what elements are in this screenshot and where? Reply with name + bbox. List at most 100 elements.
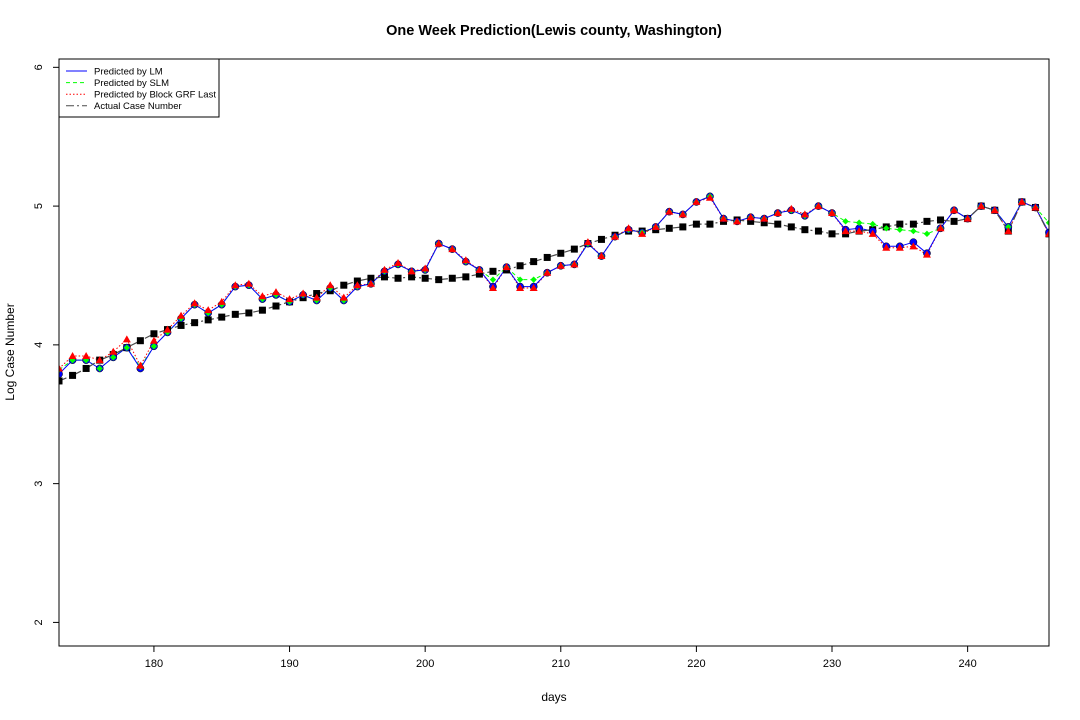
grf-point <box>434 239 443 247</box>
actual-point <box>313 290 321 298</box>
actual-point <box>557 249 565 257</box>
y-axis-label: Log Case Number <box>3 303 17 400</box>
slm-point <box>123 344 131 351</box>
actual-point <box>272 302 280 310</box>
grf-point <box>461 256 470 264</box>
grf-point <box>244 279 253 287</box>
slm-point <box>110 354 117 361</box>
grf-point <box>516 283 525 291</box>
grf-point <box>109 347 118 355</box>
y-axis: 2 3 4 5 6 <box>33 64 59 625</box>
slm-point <box>1005 223 1012 231</box>
grf-point <box>95 356 104 364</box>
actual-point <box>177 321 185 329</box>
y-tick-label: 5 <box>33 203 45 209</box>
grf-point <box>651 222 660 230</box>
grf-point <box>177 311 186 319</box>
grf-point <box>122 335 131 343</box>
grf-point <box>787 204 796 212</box>
y-tick-label: 3 <box>33 481 45 487</box>
grf-point <box>746 213 755 221</box>
actual-point <box>231 310 239 318</box>
grf-point <box>963 214 972 222</box>
actual-point <box>380 273 388 281</box>
grf-point <box>597 252 606 260</box>
legend-label-slm: Predicted by SLM <box>94 78 169 89</box>
grf-point <box>638 229 647 237</box>
grf-point <box>868 229 877 237</box>
grf-point <box>828 209 837 217</box>
actual-point <box>191 319 199 327</box>
grf-point <box>692 197 701 205</box>
slm-point <box>855 219 863 226</box>
x-tick-label: 220 <box>687 658 705 670</box>
x-tick-label: 230 <box>823 658 841 670</box>
actual-point <box>435 276 443 284</box>
x-axis: 180 190 200 210 220 230 240 <box>145 646 977 670</box>
grf-point <box>59 364 63 372</box>
slm-point <box>530 276 537 283</box>
grf-point <box>1045 229 1049 237</box>
actual-point <box>679 223 687 231</box>
actual-point <box>340 281 348 289</box>
slm-point <box>896 226 904 233</box>
grf-point <box>773 209 782 217</box>
x-tick-label: 210 <box>552 658 570 670</box>
grf-point <box>950 206 959 214</box>
actual-point <box>774 220 782 228</box>
grf-point <box>258 292 267 300</box>
grf-point <box>882 243 891 251</box>
y-tick-label: 6 <box>33 64 45 70</box>
grf-point <box>583 238 592 246</box>
slm-point <box>883 225 890 232</box>
slm-point <box>1045 219 1049 226</box>
actual-point <box>530 258 538 266</box>
actual-point <box>59 377 63 385</box>
actual-point <box>747 217 755 225</box>
grf-point <box>366 279 375 287</box>
grf-point <box>136 361 145 369</box>
legend-label-lm: Predicted by LM <box>94 66 163 77</box>
grf-point <box>855 227 864 235</box>
actual-point <box>814 227 822 235</box>
actual-point <box>570 245 578 253</box>
x-tick-label: 240 <box>958 658 976 670</box>
actual-point <box>353 277 361 285</box>
grf-point <box>312 293 321 301</box>
grf-point <box>407 267 416 275</box>
grf-point <box>977 202 986 210</box>
actual-point <box>82 364 90 372</box>
x-axis-label: days <box>541 690 566 704</box>
grf-point <box>163 325 172 333</box>
grf-point <box>841 227 850 235</box>
actual-point <box>909 220 917 228</box>
legend-label-grf: Predicted by Block GRF Last <box>94 90 216 101</box>
slm-point <box>150 343 158 350</box>
actual-point <box>923 217 931 225</box>
actual-point <box>69 371 77 379</box>
actual-point <box>706 220 714 228</box>
actual-point <box>421 274 429 282</box>
grf-point <box>231 281 240 289</box>
legend-label-actual: Actual Case Number <box>94 101 182 112</box>
slm-point <box>923 230 931 238</box>
plot-frame <box>58 58 1050 647</box>
grf-point <box>543 268 552 276</box>
grf-point <box>326 281 335 289</box>
actual-point <box>408 273 416 281</box>
grf-point <box>665 207 674 215</box>
grf-point <box>1017 197 1026 205</box>
grf-point <box>814 202 823 210</box>
grf-point <box>556 261 565 269</box>
chart-title: One Week Prediction(Lewis county, Washin… <box>386 23 722 39</box>
grf-point <box>922 250 931 258</box>
x-tick-label: 180 <box>145 658 163 670</box>
grf-point <box>488 283 497 291</box>
grf-point <box>936 224 945 232</box>
grf-point <box>909 242 918 250</box>
grf-point <box>285 295 294 303</box>
grf-point <box>204 306 213 314</box>
actual-point <box>516 262 524 270</box>
grf-point <box>570 260 579 268</box>
